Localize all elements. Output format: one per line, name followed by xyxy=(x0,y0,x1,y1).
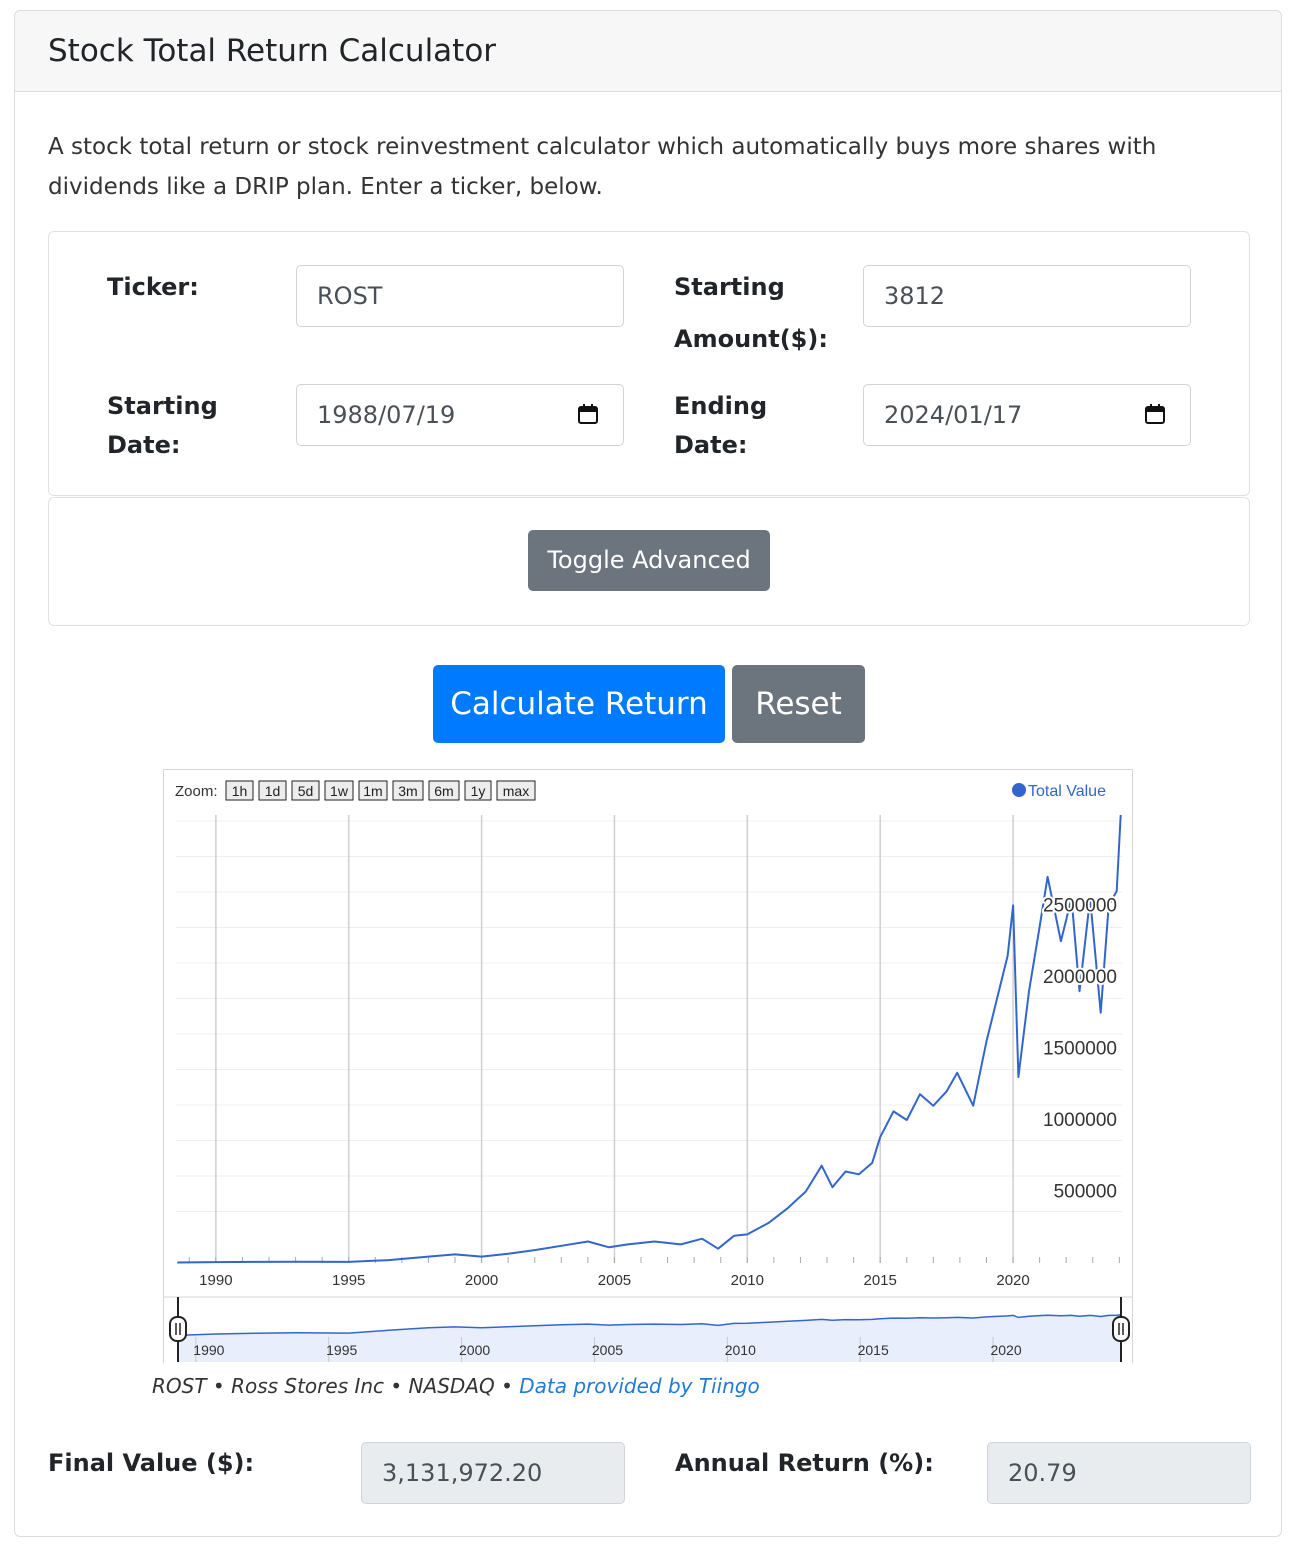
card-header: Stock Total Return Calculator xyxy=(15,11,1281,92)
reset-button[interactable]: Reset xyxy=(732,665,865,743)
calculator-card: Stock Total Return Calculator A stock to… xyxy=(14,10,1282,1537)
zoom-button-1y[interactable] xyxy=(464,780,492,801)
zoom-button-max-label[interactable]: max xyxy=(503,783,529,799)
starting-amount-label-line2: Amount($): xyxy=(674,325,828,353)
navigator-series-line xyxy=(177,1313,1121,1337)
starting-amount-input[interactable]: 3812 xyxy=(863,265,1191,327)
zoom-button-3m-label[interactable]: 3m xyxy=(398,783,417,799)
page-title: Stock Total Return Calculator xyxy=(48,33,497,69)
zoom-button-6m-label[interactable]: 6m xyxy=(434,783,453,799)
legend-marker-0 xyxy=(1012,783,1026,797)
zoom-button-5d[interactable] xyxy=(291,780,320,801)
y-tick-1000000: 1000000 xyxy=(1043,1110,1117,1131)
ending-date-value: 2024/01/17 xyxy=(884,401,1023,429)
x-tick-2005: 2005 xyxy=(598,1272,631,1289)
ending-date-label: Ending Date: xyxy=(674,387,767,464)
y-tick-500000: 500000 xyxy=(1054,1181,1117,1202)
zoom-button-1m-label[interactable]: 1m xyxy=(363,783,382,799)
range-handle-right[interactable] xyxy=(1112,1316,1130,1342)
starting-date-value: 1988/07/19 xyxy=(317,401,456,429)
ticker-input[interactable]: ROST xyxy=(296,265,624,327)
ticker-label: Ticker: xyxy=(107,273,199,301)
zoom-button-5d-label[interactable]: 5d xyxy=(298,783,314,799)
navigator-tick-2020: 2020 xyxy=(990,1342,1021,1358)
x-tick-2020: 2020 xyxy=(996,1272,1029,1289)
starting-date-label: Starting Date: xyxy=(107,387,218,464)
calendar-icon[interactable] xyxy=(1144,403,1166,425)
total-value-chart: Zoom: 1h 1d 5d 1w 1m 3m 6m 1y max Total Value 1990 1… xyxy=(163,769,1133,1363)
advanced-section xyxy=(48,497,1250,626)
x-tick-1995: 1995 xyxy=(332,1272,365,1289)
data-attribution: ROST • Ross Stores Inc • NASDAQ • Data p… xyxy=(152,1374,760,1398)
zoom-button-1m[interactable] xyxy=(358,780,388,801)
zoom-button-1w[interactable] xyxy=(324,780,354,801)
navigator-area xyxy=(177,1314,1121,1362)
ending-date-label-line1: Ending xyxy=(674,392,768,420)
toggle-advanced-button[interactable]: Toggle Advanced xyxy=(528,530,770,591)
input-form: Ticker: ROST Starting Amount($): 3812 St… xyxy=(48,231,1250,496)
annual-return-output: 20.79 xyxy=(987,1442,1251,1504)
calendar-icon[interactable] xyxy=(577,403,599,425)
legend-label-0: Total Value xyxy=(1028,783,1106,800)
ending-date-input[interactable]: 2024/01/17 xyxy=(863,384,1191,446)
chart-svg: Zoom: 1h 1d 5d 1w 1m 3m 6m 1y max Total Value 1990 1… xyxy=(164,780,1132,1362)
intro-text: A stock total return or stock reinvestme… xyxy=(48,134,1157,200)
starting-date-input[interactable]: 1988/07/19 xyxy=(296,384,624,446)
navigator-tick-2010: 2010 xyxy=(725,1342,756,1358)
zoom-button-6m[interactable] xyxy=(428,780,460,801)
starting-amount-label-line1: Starting xyxy=(674,273,785,301)
x-tick-1990: 1990 xyxy=(199,1272,232,1289)
ending-date-label-line2: Date: xyxy=(674,431,748,459)
zoom-button-1h[interactable] xyxy=(225,780,254,801)
attribution-text: ROST • Ross Stores Inc • NASDAQ • xyxy=(152,1374,520,1398)
final-value-label: Final Value ($): xyxy=(48,1449,255,1477)
zoom-button-1d[interactable] xyxy=(258,780,287,801)
range-handle-left[interactable] xyxy=(169,1316,187,1342)
tiingo-link[interactable]: Data provided by Tiingo xyxy=(519,1374,760,1398)
x-tick-2010: 2010 xyxy=(731,1272,764,1289)
zoom-button-1h-label[interactable]: 1h xyxy=(232,783,248,799)
navigator-tick-2000: 2000 xyxy=(459,1342,490,1358)
x-tick-2000: 2000 xyxy=(465,1272,498,1289)
starting-date-label-line1: Starting xyxy=(107,392,218,420)
starting-amount-label: Starting Amount($): xyxy=(674,268,828,358)
zoom-button-1w-label[interactable]: 1w xyxy=(330,783,349,799)
navigator-tick-1995: 1995 xyxy=(326,1342,357,1358)
zoom-button-max[interactable] xyxy=(496,780,536,801)
annual-return-label: Annual Return (%): xyxy=(675,1449,934,1477)
y-tick-1500000: 1500000 xyxy=(1043,1038,1117,1059)
zoom-button-3m[interactable] xyxy=(392,780,424,801)
y-tick-2000000: 2000000 xyxy=(1043,967,1117,988)
navigator-tick-1990: 1990 xyxy=(193,1342,224,1358)
calculate-return-button[interactable]: Calculate Return xyxy=(433,665,725,743)
final-value-output: 3,131,972.20 xyxy=(361,1442,625,1504)
zoom-label: Zoom: xyxy=(175,783,218,800)
total-value-series-line xyxy=(177,814,1122,1264)
navigator-tick-2015: 2015 xyxy=(858,1342,889,1358)
zoom-button-1y-label[interactable]: 1y xyxy=(471,783,486,799)
navigator-tick-2005: 2005 xyxy=(592,1342,623,1358)
x-tick-2015: 2015 xyxy=(863,1272,896,1289)
y-tick-2500000: 2500000 xyxy=(1043,895,1117,916)
zoom-button-1d-label[interactable]: 1d xyxy=(265,783,281,799)
starting-date-label-line2: Date: xyxy=(107,431,181,459)
